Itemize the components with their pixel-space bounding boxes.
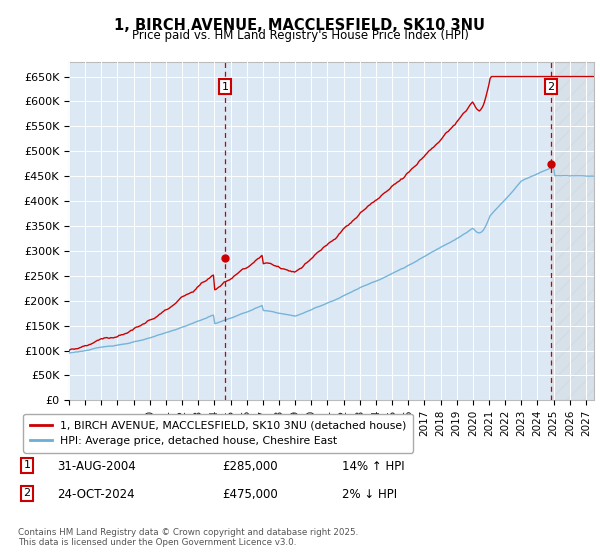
Text: £475,000: £475,000 <box>222 488 278 501</box>
Text: 1, BIRCH AVENUE, MACCLESFIELD, SK10 3NU: 1, BIRCH AVENUE, MACCLESFIELD, SK10 3NU <box>115 18 485 33</box>
Text: 1: 1 <box>23 460 31 470</box>
Text: £285,000: £285,000 <box>222 460 278 473</box>
Text: 31-AUG-2004: 31-AUG-2004 <box>57 460 136 473</box>
Legend: 1, BIRCH AVENUE, MACCLESFIELD, SK10 3NU (detached house), HPI: Average price, de: 1, BIRCH AVENUE, MACCLESFIELD, SK10 3NU … <box>23 414 413 452</box>
Text: 2: 2 <box>547 82 554 91</box>
Text: 14% ↑ HPI: 14% ↑ HPI <box>342 460 404 473</box>
Text: 2: 2 <box>23 488 31 498</box>
Bar <box>551 62 594 400</box>
Text: Contains HM Land Registry data © Crown copyright and database right 2025.
This d: Contains HM Land Registry data © Crown c… <box>18 528 358 547</box>
Text: Price paid vs. HM Land Registry's House Price Index (HPI): Price paid vs. HM Land Registry's House … <box>131 29 469 42</box>
Text: 2% ↓ HPI: 2% ↓ HPI <box>342 488 397 501</box>
Text: 1: 1 <box>222 82 229 91</box>
Text: 24-OCT-2024: 24-OCT-2024 <box>57 488 134 501</box>
